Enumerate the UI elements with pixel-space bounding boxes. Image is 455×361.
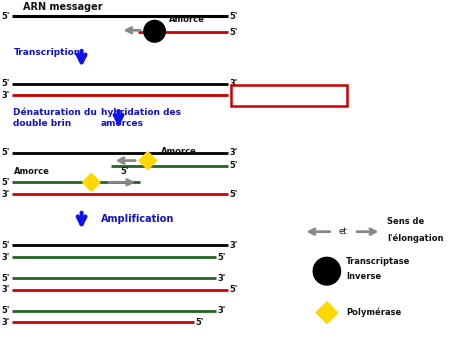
Text: Amorce: Amorce	[161, 147, 197, 156]
Text: Amorce: Amorce	[14, 168, 49, 177]
FancyBboxPatch shape	[230, 84, 347, 106]
Text: Amorce: Amorce	[169, 16, 205, 24]
Text: 3': 3'	[1, 253, 10, 262]
Text: Transcription: Transcription	[14, 48, 81, 57]
Text: Polymérase: Polymérase	[345, 308, 401, 317]
Text: 5': 5'	[229, 286, 238, 295]
Text: 5': 5'	[1, 241, 10, 250]
Text: 3': 3'	[217, 306, 226, 315]
Text: 5': 5'	[195, 318, 203, 327]
Text: l'élongation: l'élongation	[386, 234, 443, 243]
Circle shape	[313, 257, 340, 285]
Text: 5': 5'	[1, 148, 10, 157]
Text: 5': 5'	[1, 274, 10, 283]
Text: 5': 5'	[120, 168, 129, 177]
Text: 3': 3'	[1, 286, 10, 295]
Text: 3': 3'	[1, 91, 10, 100]
Text: 5': 5'	[1, 12, 10, 21]
Text: 5': 5'	[217, 253, 226, 262]
Text: double brin: double brin	[14, 119, 71, 128]
Text: 3': 3'	[229, 148, 237, 157]
Text: 3': 3'	[1, 190, 10, 199]
Text: Sens de: Sens de	[386, 217, 424, 226]
Text: 5': 5'	[229, 12, 238, 21]
Text: et: et	[338, 227, 346, 236]
Text: ADN complémentaire: ADN complémentaire	[234, 91, 342, 100]
Text: Transcriptase: Transcriptase	[345, 257, 410, 266]
Text: Inverse: Inverse	[345, 272, 381, 281]
Polygon shape	[315, 302, 337, 323]
Text: 5': 5'	[229, 161, 238, 170]
Text: 5': 5'	[229, 91, 238, 100]
Text: amorces: amorces	[101, 119, 144, 128]
Text: 5': 5'	[1, 178, 10, 187]
Text: hybridation des: hybridation des	[101, 108, 181, 117]
Text: Amplification: Amplification	[101, 214, 174, 224]
Text: 5': 5'	[229, 190, 238, 199]
Polygon shape	[82, 173, 100, 191]
Text: 5': 5'	[1, 306, 10, 315]
Text: 3': 3'	[1, 318, 10, 327]
Text: 3': 3'	[229, 241, 237, 250]
Text: 5': 5'	[1, 79, 10, 88]
Circle shape	[144, 21, 165, 42]
Text: 5': 5'	[229, 28, 238, 37]
Polygon shape	[139, 152, 156, 169]
Text: 3': 3'	[229, 79, 237, 88]
Text: ARN messager: ARN messager	[23, 1, 102, 12]
Text: Dénaturation du: Dénaturation du	[14, 108, 97, 117]
Text: 3': 3'	[217, 274, 226, 283]
